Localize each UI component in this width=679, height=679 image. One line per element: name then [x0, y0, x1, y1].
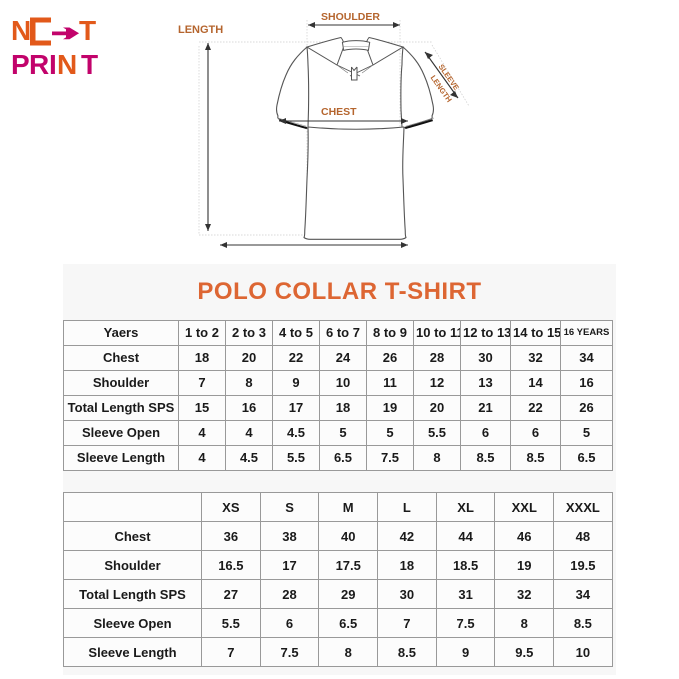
svg-text:CHEST: CHEST [321, 106, 357, 118]
svg-text:SHOULDER: SHOULDER [321, 11, 380, 23]
svg-text:LENGTH: LENGTH [178, 24, 223, 36]
